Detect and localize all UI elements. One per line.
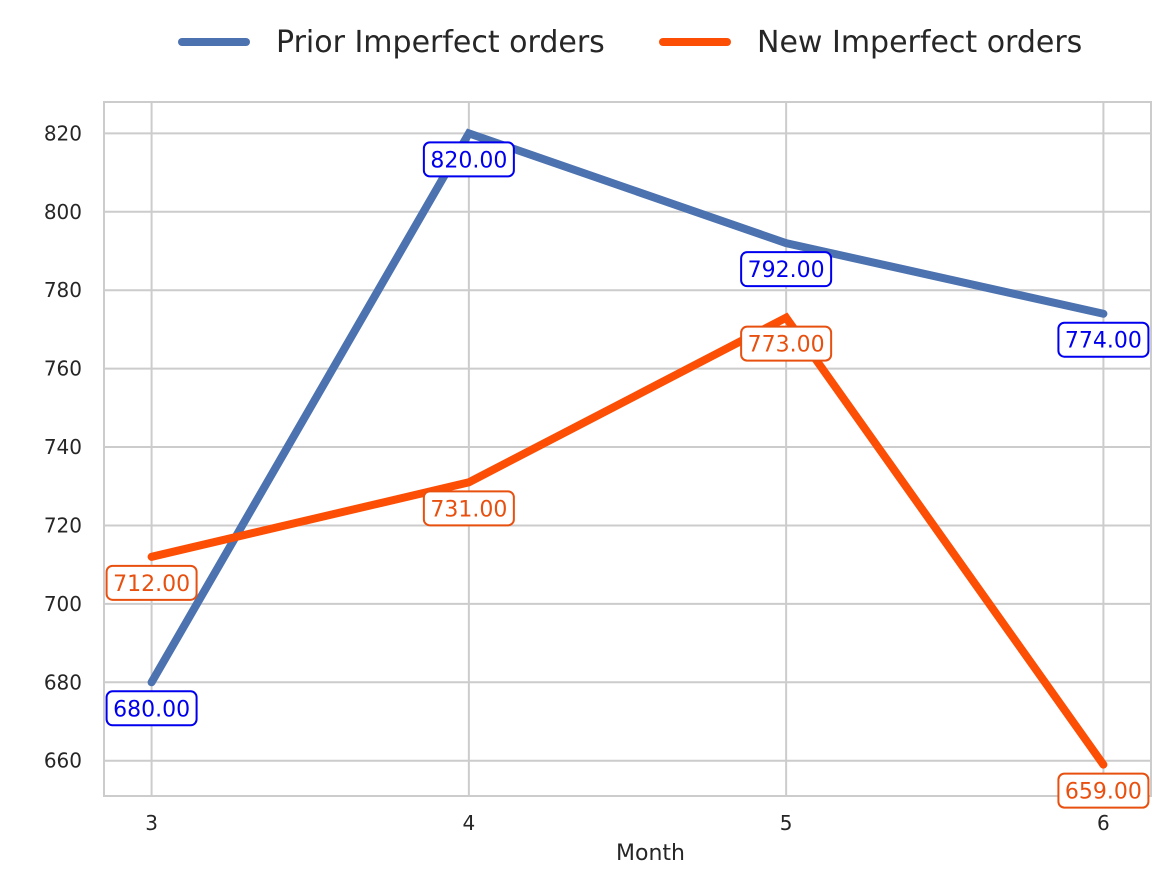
data-label-text: 731.00 [430,497,507,522]
data-label-box [1057,772,1150,809]
data-label: 731.00 [422,490,515,527]
legend-swatch-new [659,38,731,46]
data-label-text: 820.00 [430,148,507,173]
y-tick-label: 820 [44,121,82,145]
data-label: 680.00 [105,690,198,727]
data-label-text: 680.00 [113,697,190,722]
data-label-text: 792.00 [748,258,825,283]
series-line-new [147,312,1108,769]
y-tick-label: 800 [44,200,82,224]
grid [104,102,1151,796]
y-tick-label: 680 [44,670,82,694]
y-tick-label: 760 [44,357,82,381]
legend-label-new: New Imperfect orders [757,24,1083,60]
data-label-box [105,690,198,727]
data-label: 773.00 [740,325,833,362]
data-labels: 680.00 820.00 792.00 774.00 712.00 731.00 773.… [105,141,1150,809]
data-label: 659.00 [1057,772,1150,809]
x-tick-label: 4 [462,811,475,835]
legend-item-new: New Imperfect orders [659,18,1082,66]
x-axis-label: Month [616,841,685,866]
series-lines [147,128,1108,769]
x-tick-label: 3 [145,811,158,835]
data-label-text: 659.00 [1065,780,1142,805]
data-label: 792.00 [740,251,833,288]
data-label-box [740,251,833,288]
y-tick-label: 740 [44,435,82,459]
data-label-text: 773.00 [748,333,825,358]
legend: Prior Imperfect orders New Imperfect ord… [0,18,1165,66]
data-label-box [105,564,198,601]
y-tick-label: 720 [44,513,82,537]
data-label: 774.00 [1057,321,1150,358]
data-label-box [740,325,833,362]
series-line-prior [147,128,1108,687]
legend-item-prior: Prior Imperfect orders [178,18,605,66]
data-label-box [422,490,515,527]
data-label-text: 712.00 [113,572,190,597]
x-tick-label: 6 [1097,811,1110,835]
legend-swatch-prior [178,38,250,46]
data-label: 820.00 [422,141,515,178]
plot-frame [103,101,1152,797]
y-tick-label: 660 [44,749,82,773]
data-label-box [422,141,515,178]
legend-label-prior: Prior Imperfect orders [276,24,605,60]
y-tick-label: 780 [44,278,82,302]
x-tick-label: 5 [780,811,793,835]
data-label: 712.00 [105,564,198,601]
y-tick-label: 700 [44,592,82,616]
data-label-text: 774.00 [1065,329,1142,354]
data-label-box [1057,321,1150,358]
axis-ticks: 3 4 5 6 660 680 700 720 740 760 780 800 820 [44,121,1110,835]
